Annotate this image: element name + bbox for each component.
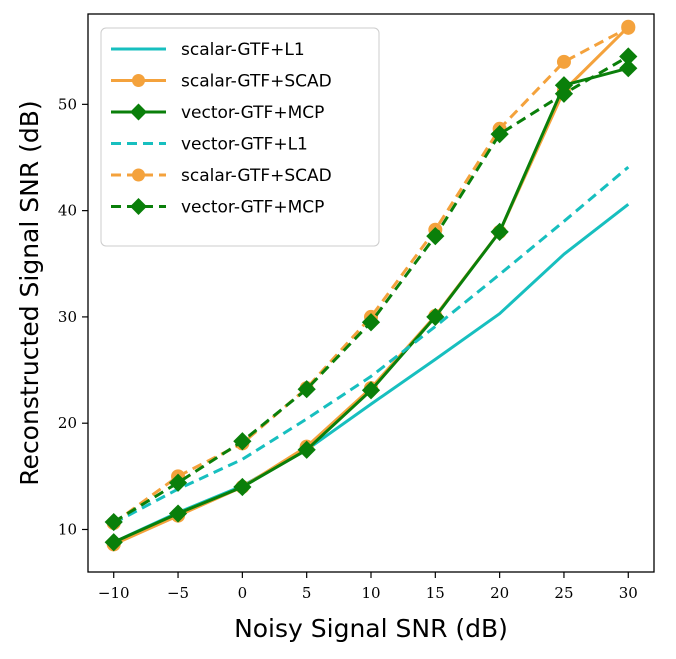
- y-tick-label: 40: [58, 202, 77, 220]
- series-3-point: [104, 533, 123, 552]
- series-6-point: [426, 227, 445, 246]
- y-axis-title: Reconstructed Signal SNR (dB): [15, 100, 44, 485]
- series-6-point: [619, 47, 638, 66]
- series-1-line: [113, 203, 630, 544]
- x-tick-label: 20: [490, 584, 509, 602]
- x-tick-label: 15: [426, 584, 445, 602]
- x-tick-label: 25: [554, 584, 573, 602]
- series-6-point: [104, 512, 123, 532]
- series-3-point: [361, 381, 381, 400]
- series-1: [113, 203, 630, 544]
- legend-marker: [132, 74, 145, 87]
- legend-entry: vector-GTF+MCP: [111, 103, 324, 123]
- legend-entry: scalar-GTF+SCAD: [111, 72, 332, 92]
- series-4: [112, 165, 630, 525]
- axes: −10 −5 0 5 10 15 20 25 30 10 20 30 40 50: [58, 13, 655, 602]
- legend-marker: [130, 103, 147, 121]
- legend: scalar-GTF+L1 scalar-GTF+SCAD vector-GTF+M…: [100, 27, 380, 247]
- x-tick-label: 0: [238, 584, 248, 602]
- x-tick-label: 5: [302, 584, 312, 602]
- series-4-line: [112, 165, 630, 525]
- legend-label: scalar-GTF+L1: [181, 40, 305, 60]
- legend-marker: [132, 168, 145, 182]
- legend-marker: [130, 198, 147, 215]
- legend-entry: vector-GTF+MCP: [111, 198, 324, 218]
- series-5-point: [621, 20, 636, 35]
- series-6-point: [554, 84, 574, 103]
- legend-label: scalar-GTF+SCAD: [181, 72, 332, 92]
- series-6-point: [361, 313, 381, 332]
- plot-area: [104, 19, 638, 552]
- x-axis-title: Noisy Signal SNR (dB): [234, 614, 508, 643]
- series-3-point: [297, 440, 316, 459]
- legend-entry: vector-GTF+L1: [111, 135, 308, 155]
- series-6-point: [297, 380, 316, 399]
- series-3-point: [233, 477, 252, 497]
- series-5-line: [112, 26, 630, 525]
- x-tick-label: −10: [98, 584, 130, 602]
- series-3-point: [619, 59, 638, 78]
- series-3-point: [490, 222, 509, 241]
- series-5-point: [556, 54, 571, 69]
- y-tick-label: 50: [58, 95, 77, 113]
- x-tick-label: 10: [361, 584, 380, 602]
- legend-label: vector-GTF+MCP: [181, 103, 324, 123]
- legend-label: vector-GTF+L1: [181, 135, 308, 155]
- series-6-point: [490, 125, 509, 144]
- series-6-point: [233, 432, 252, 451]
- legend-label: vector-GTF+MCP: [181, 198, 324, 218]
- legend-entry: scalar-GTF+SCAD: [111, 166, 332, 186]
- x-tick-label: 30: [619, 584, 638, 602]
- y-tick-label: 30: [58, 308, 77, 326]
- series-3: [104, 59, 638, 552]
- series-6: [104, 47, 638, 532]
- legend-box: [100, 27, 380, 247]
- x-tick-label: −5: [167, 584, 189, 602]
- series-3-point: [168, 504, 188, 523]
- y-tick-label: 10: [58, 520, 77, 538]
- legend-label: scalar-GTF+SCAD: [181, 166, 332, 186]
- series-6-point: [168, 473, 188, 492]
- legend-entry: scalar-GTF+L1: [111, 40, 305, 60]
- y-tick-label: 20: [58, 414, 77, 432]
